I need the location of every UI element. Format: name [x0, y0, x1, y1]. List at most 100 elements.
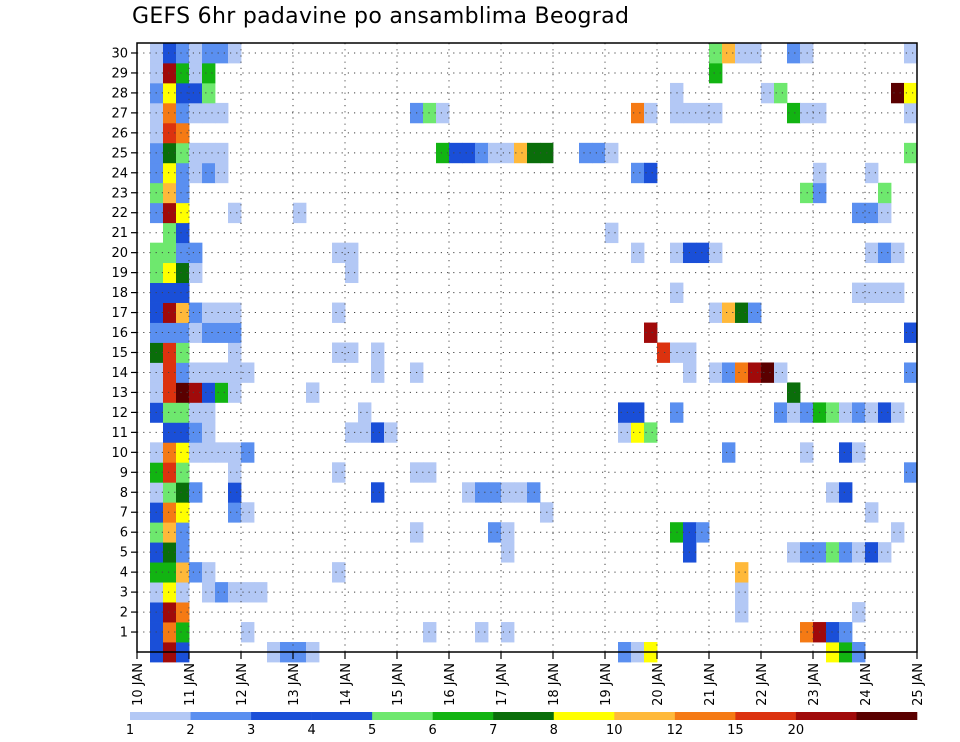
heatmap-cell — [462, 142, 476, 164]
colorbar-swatch — [190, 712, 252, 720]
heatmap-cell — [865, 502, 879, 523]
heatmap-cell — [189, 482, 203, 503]
heatmap-cell — [462, 482, 476, 503]
y-tick-label: 7 — [120, 506, 128, 521]
y-tick-label: 11 — [111, 426, 128, 441]
heatmap-cell — [189, 142, 203, 164]
y-tick-label: 9 — [120, 466, 128, 481]
heatmap-cell — [371, 362, 385, 383]
heatmap-cell — [202, 142, 216, 164]
heatmap-cell — [631, 422, 645, 443]
heatmap-cell — [501, 142, 515, 164]
heatmap-cell — [215, 322, 229, 343]
heatmap-cell — [696, 102, 710, 124]
heatmap-cell — [748, 43, 762, 64]
y-tick-label: 16 — [111, 326, 128, 341]
colorbar-label: 5 — [368, 723, 376, 738]
colorbar-swatch — [795, 712, 857, 720]
heatmap-cell — [774, 82, 788, 104]
heatmap-cell — [904, 322, 918, 343]
heatmap-cell — [891, 82, 905, 104]
heatmap-cell — [904, 362, 918, 383]
heatmap-cell — [189, 102, 203, 124]
heatmap-cell — [501, 482, 515, 503]
heatmap-cell — [878, 182, 892, 204]
heatmap-cell — [423, 622, 437, 643]
x-tick-label: 17 JAN — [495, 663, 510, 706]
heatmap-cell — [644, 102, 658, 124]
heatmap-cell — [488, 522, 502, 543]
colorbar-label: 12 — [667, 723, 684, 738]
heatmap-cell — [774, 362, 788, 383]
heatmap-cell — [527, 482, 541, 503]
heatmap-cell — [449, 142, 463, 164]
colorbar-swatch — [856, 712, 918, 720]
heatmap-cell — [176, 462, 190, 483]
heatmap-cell — [306, 382, 320, 403]
heatmap-cell — [215, 382, 229, 403]
x-tick-label: 16 JAN — [443, 663, 458, 706]
heatmap-cell — [163, 322, 177, 343]
heatmap-cell — [852, 542, 866, 563]
colorbar-label: 7 — [489, 723, 497, 738]
heatmap-cell — [202, 102, 216, 124]
heatmap-cell — [202, 302, 216, 323]
heatmap-cell — [163, 302, 177, 323]
heatmap-cell — [332, 342, 346, 363]
y-tick-label: 13 — [111, 386, 128, 401]
y-tick-label: 26 — [111, 126, 128, 141]
heatmap-cell — [852, 442, 866, 463]
heatmap-cell — [215, 142, 229, 164]
heatmap-cell — [345, 422, 359, 443]
y-tick-label: 6 — [120, 526, 128, 541]
heatmap-cell — [332, 462, 346, 483]
colorbar-swatch — [311, 712, 373, 720]
heatmap-cell — [475, 142, 489, 164]
heatmap-cell — [904, 43, 918, 64]
heatmap-cell — [189, 382, 203, 403]
heatmap-cell — [332, 302, 346, 323]
y-tick-label: 17 — [111, 306, 128, 321]
x-tick-label: 25 JAN — [911, 663, 926, 706]
colorbar-swatch — [251, 712, 312, 720]
x-axis-ticks: 10 JAN 11 JAN 12 JAN 13 JAN 14 JAN 15 JAN 16 J… — [131, 652, 926, 706]
heatmap-cell — [852, 282, 866, 303]
x-tick-label: 19 JAN — [599, 663, 614, 706]
heatmap-cell — [748, 302, 762, 323]
y-tick-label: 8 — [120, 486, 128, 501]
heatmap-cell — [475, 482, 489, 503]
x-tick-label: 21 JAN — [703, 663, 718, 706]
heatmap-cell — [345, 262, 359, 284]
heatmap-cell — [371, 482, 385, 503]
heatmap-cell — [202, 442, 216, 463]
heatmap-cell — [631, 162, 645, 184]
heatmap-cell — [891, 522, 905, 543]
y-tick-label: 10 — [111, 446, 128, 461]
y-tick-label: 21 — [111, 226, 128, 241]
heatmap-cell — [202, 62, 216, 84]
heatmap-cell — [176, 602, 190, 623]
colorbar-swatch — [553, 712, 615, 720]
heatmap-cell — [176, 162, 190, 184]
heatmap-cell — [176, 562, 190, 583]
heatmap-cell — [163, 362, 177, 383]
heatmap-cell — [631, 102, 645, 124]
heatmap-cell — [163, 602, 177, 623]
y-tick-label: 12 — [111, 406, 128, 421]
heatmap-cell — [215, 442, 229, 463]
chart-title: GEFS 6hr padavine po ansamblima Beograd — [132, 4, 630, 29]
colorbar-label: 3 — [247, 723, 255, 738]
y-tick-label: 27 — [111, 106, 128, 121]
heatmap-cell — [202, 582, 216, 603]
colorbar-swatch — [674, 712, 736, 720]
y-axis-ticks: 1234567891011121314151617181920212223242… — [111, 46, 137, 641]
heatmap-cell — [215, 43, 229, 64]
heatmap-cell — [865, 202, 879, 224]
heatmap-cell — [644, 322, 658, 343]
colorbar-swatch — [735, 712, 797, 720]
heatmap-cell — [709, 302, 723, 323]
heatmap-cell — [228, 502, 242, 523]
heatmap-cell — [202, 422, 216, 443]
heatmap-cell — [332, 562, 346, 583]
